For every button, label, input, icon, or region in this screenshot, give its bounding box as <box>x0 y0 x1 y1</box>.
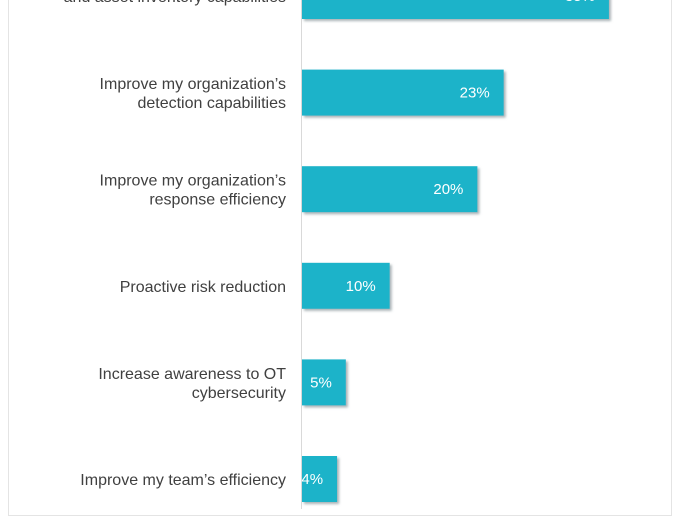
bar-value-label-3: 10% <box>346 278 376 295</box>
category-label-2-line-0: Improve my organization’s <box>100 173 286 190</box>
bar-3 <box>302 262 390 309</box>
bar-value-label-5: 4% <box>301 471 323 488</box>
category-label-1-line-0: Improve my organization’s <box>100 76 286 93</box>
category-label-2-line-1: response efficiency <box>149 192 286 209</box>
category-label-4-line-1: cybersecurity <box>192 385 286 402</box>
category-labels-group: and asset inventory capabilities Improve … <box>64 0 287 489</box>
bar-5 <box>302 456 338 502</box>
bars-group: 35% 23% 20% 10% 5% 4% <box>301 0 609 502</box>
category-label-5-line-0: Improve my team’s efficiency <box>80 472 286 489</box>
bar-value-label-1: 23% <box>460 85 490 102</box>
bar-value-label-4: 5% <box>310 374 332 391</box>
bar-value-label-0: 35% <box>565 0 595 5</box>
bar-0 <box>302 0 609 19</box>
category-label-0-line-0: and asset inventory capabilities <box>64 0 286 6</box>
bar-value-label-2: 20% <box>433 181 463 198</box>
bar-1 <box>302 69 504 116</box>
category-label-4-line-0: Increase awareness to OT <box>98 366 286 383</box>
category-label-1-line-1: detection capabilities <box>137 95 286 112</box>
bar-4 <box>302 359 346 406</box>
bar-2 <box>302 166 478 213</box>
category-label-3-line-0: Proactive risk reduction <box>120 279 286 296</box>
